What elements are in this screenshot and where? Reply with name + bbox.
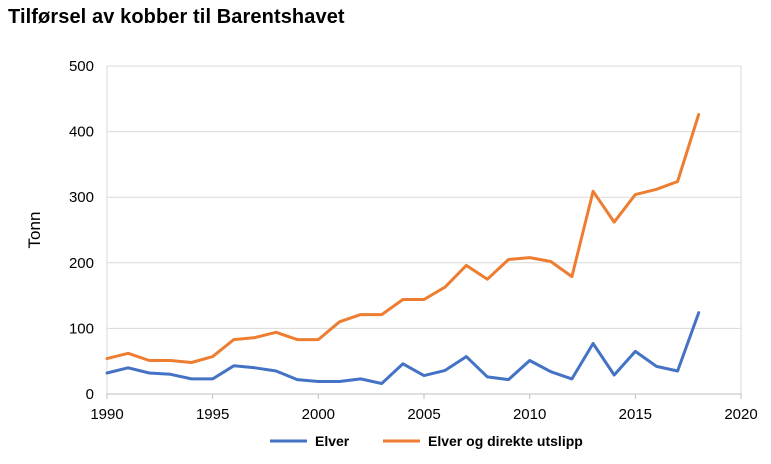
chart-title: Tilførsel av kobber til Barentshavet: [8, 6, 345, 28]
legend: Elver Elver og direkte utslipp: [270, 433, 583, 449]
series-line-2: [105, 113, 701, 364]
legend-label-1: Elver: [315, 433, 350, 449]
x-tick-label: 2005: [407, 406, 440, 423]
series-lines: [105, 113, 701, 385]
y-tick-label: 200: [69, 255, 94, 272]
x-tick-label: 2010: [513, 406, 546, 423]
gridlines: [107, 65, 741, 329]
x-tick-label: 2000: [302, 406, 335, 423]
x-tick-label: 1990: [90, 406, 123, 423]
y-tick-label: 100: [69, 320, 94, 337]
legend-label-2: Elver og direkte utslipp: [428, 433, 583, 449]
y-tick-label: 400: [69, 124, 94, 141]
y-axis-label: Tonn: [25, 212, 44, 249]
axes: [106, 66, 742, 399]
y-tick-label: 500: [69, 58, 94, 75]
y-tick-label: 300: [69, 189, 94, 206]
series-line-1: [105, 311, 701, 385]
x-tick-label: 1995: [196, 406, 229, 423]
x-tick-label: 2020: [724, 406, 757, 423]
tick-labels: 0 100 200 300 400 500 1990 1995 2000 2005 2010 2015…: [69, 58, 758, 423]
y-tick-label: 0: [86, 386, 94, 403]
x-tick-label: 2015: [619, 406, 652, 423]
